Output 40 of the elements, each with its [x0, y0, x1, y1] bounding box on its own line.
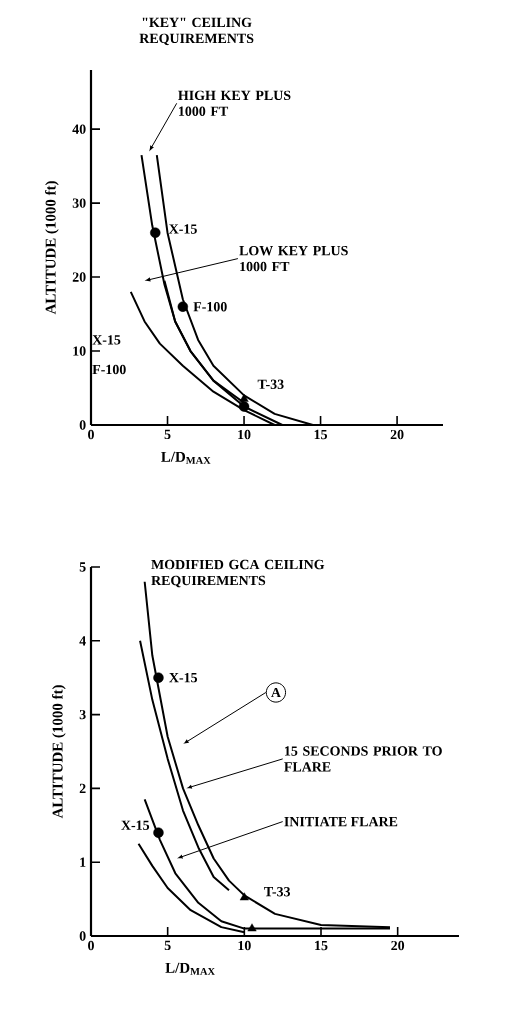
y-tick-label: 40 — [72, 124, 86, 134]
y-tick-label: 10 — [73, 346, 86, 356]
x-tick-label: 0 — [88, 940, 94, 951]
x-tick-label: 20 — [390, 429, 404, 440]
y-tick-label: 4 — [79, 636, 86, 646]
annotation: 15 SECONDS PRIOR TO FLARE — [284, 746, 442, 772]
y-axis-title: ALTITUDE (1000 ft) — [45, 181, 59, 315]
annotation: A — [271, 687, 281, 698]
annotation: X-15 — [121, 820, 150, 830]
x-tick-label: 10 — [238, 429, 251, 440]
annotation: HIGH KEY PLUS 1000 FT — [178, 90, 291, 116]
annotation: X-15 — [168, 224, 197, 234]
x-tick-label: 15 — [315, 940, 328, 951]
y-tick-label: 20 — [72, 272, 86, 282]
x-tick-label: 15 — [314, 429, 328, 440]
x-tick-label: 20 — [391, 940, 405, 951]
x-tick-label: 10 — [238, 940, 251, 951]
chart-title: MODIFIED GCA CEILING REQUIREMENTS — [151, 559, 325, 588]
y-tick-label: 1 — [80, 857, 86, 867]
chart-title: "KEY" CEILING REQUIREMENTS — [139, 17, 254, 46]
annotation: X-15 — [92, 335, 121, 345]
y-tick-label: 2 — [79, 783, 86, 794]
x-tick-label: 0 — [88, 429, 94, 440]
annotation: F-100 — [92, 364, 126, 375]
annotation: LOW KEY PLUS 1000 FT — [239, 245, 348, 272]
x-tick-label: 5 — [164, 940, 171, 951]
y-tick-label: 3 — [79, 709, 86, 720]
x-axis-title: L/D$_{MAX}$ — [161, 451, 211, 464]
x-axis-title: L/D$_{MAX}$ — [165, 962, 215, 975]
y-tick-label: 0 — [79, 420, 86, 430]
annotation: F-100 — [193, 301, 227, 312]
annotation: T-33 — [257, 379, 284, 389]
x-tick-label: 5 — [164, 429, 171, 440]
y-tick-label: 30 — [72, 198, 86, 208]
y-axis-title: ALTITUDE (1000 ft) — [51, 685, 66, 819]
annotation: INITIATE FLARE — [284, 816, 398, 827]
y-tick-label: 5 — [79, 562, 86, 572]
annotation: T-33 — [264, 887, 291, 897]
annotation: X-15 — [169, 673, 198, 683]
y-tick-label: 0 — [79, 931, 86, 941]
